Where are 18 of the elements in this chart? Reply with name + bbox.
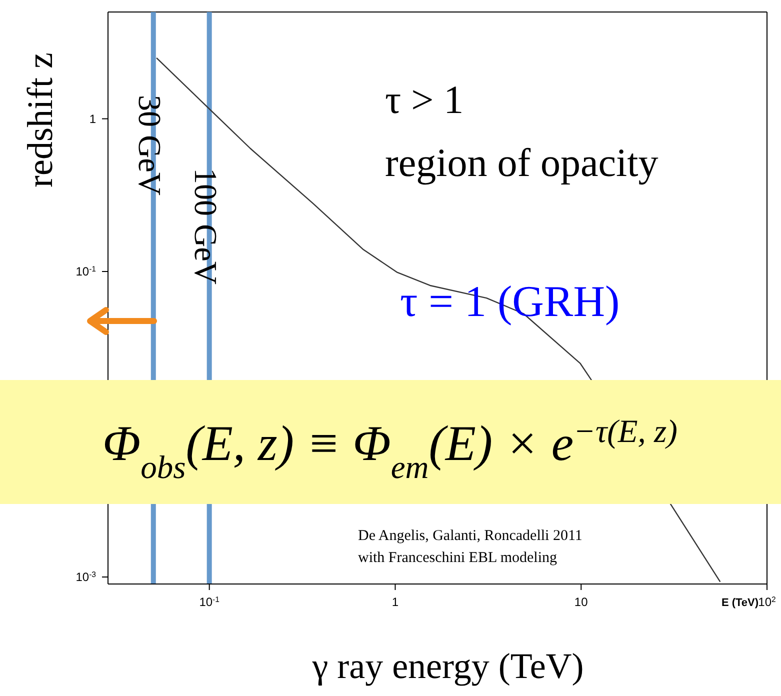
ref-line-label: 30 GeV (132, 95, 168, 196)
annotation: Φ$_{obs}$(E, z) ≡ Φ$_{em}$(E) × e$^{−τ(E, z)}$ (102, 414, 678, 486)
x-tick-label: 10$^{-1}$ (199, 594, 220, 609)
x-axis-title: γ ray energy (TeV) (311, 646, 584, 686)
annotation: τ > 1 (385, 77, 464, 122)
x-tick-label: 10 (574, 595, 588, 609)
text: E (TeV) (721, 597, 759, 609)
x-tick-label: 1 (392, 595, 399, 609)
y-tick-label: 10$^{-1}$ (76, 264, 96, 279)
x-tick-label: 10$^{2}$ (758, 594, 776, 609)
formula-panel: Φ$_{obs}$(E, z) ≡ Φ$_{em}$(E) × e$^{−τ(E, z)}$ (0, 380, 781, 504)
ref-line-label: 100 GeV (188, 168, 224, 284)
y-axis-title: redshift z (20, 52, 60, 188)
annotation: with Franceschini EBL modeling (358, 550, 558, 566)
y-tick-label: 1 (89, 112, 96, 126)
y-tick-label: 10$^{-3}$ (76, 570, 96, 584)
annotation: De Angelis, Galanti, Roncadelli 2011 (358, 528, 582, 544)
annotation: region of opacity (385, 140, 658, 185)
